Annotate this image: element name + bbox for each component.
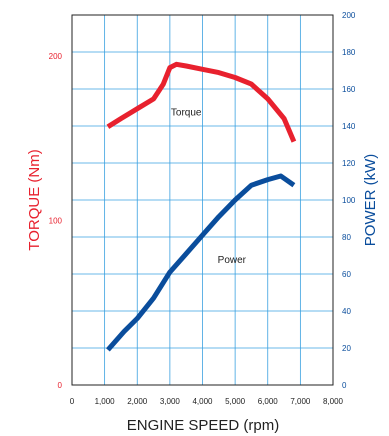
right-tick-label: 200 <box>342 11 356 20</box>
series-line-torque <box>106 61 297 143</box>
series-label-torque: Torque <box>171 107 202 118</box>
right-tick-label: 120 <box>342 159 356 168</box>
right-tick-label: 60 <box>342 270 351 279</box>
right-tick-label: 140 <box>342 122 356 131</box>
left-axis-title: TORQUE (Nm) <box>26 149 43 250</box>
right-tick-label: 0 <box>342 381 347 390</box>
x-tick-label: 8,000 <box>323 397 344 406</box>
left-tick-label: 200 <box>49 52 63 61</box>
x-tick-label: 2,000 <box>127 397 148 406</box>
x-tick-label: 4,000 <box>192 397 213 406</box>
right-tick-labels: 0 20 40 60 80 100 120 140 160 180 200 <box>342 11 356 390</box>
right-tick-label: 100 <box>342 196 356 205</box>
x-tick-label: 3,000 <box>160 397 181 406</box>
plot-border <box>71 14 334 386</box>
right-tick-label: 80 <box>342 233 351 242</box>
series-label-power: Power <box>218 255 247 266</box>
right-tick-label: 180 <box>342 48 356 57</box>
series-labels: Torque Power <box>171 107 247 266</box>
left-tick-label: 0 <box>58 381 63 390</box>
left-tick-labels: 0 100 200 <box>49 52 63 390</box>
x-tick-label: 5,000 <box>225 397 246 406</box>
x-tick-labels: 0 1,000 2,000 3,000 4,000 5,000 6,000 7,000 8,00… <box>70 397 344 406</box>
x-tick-label: 6,000 <box>258 397 279 406</box>
x-tick-label: 7,000 <box>290 397 311 406</box>
left-tick-label: 100 <box>49 217 63 226</box>
right-axis-title: POWER (kW) <box>362 154 379 246</box>
x-tick-label: 1,000 <box>95 397 116 406</box>
x-tick-label: 0 <box>70 397 75 406</box>
x-axis-title: ENGINE SPEED (rpm) <box>127 417 280 434</box>
plot-frame <box>71 14 334 386</box>
right-tick-label: 160 <box>342 85 356 94</box>
right-tick-label: 20 <box>342 344 351 353</box>
series-line-power <box>106 173 296 352</box>
right-tick-label: 40 <box>342 307 351 316</box>
series-lines <box>106 61 297 352</box>
